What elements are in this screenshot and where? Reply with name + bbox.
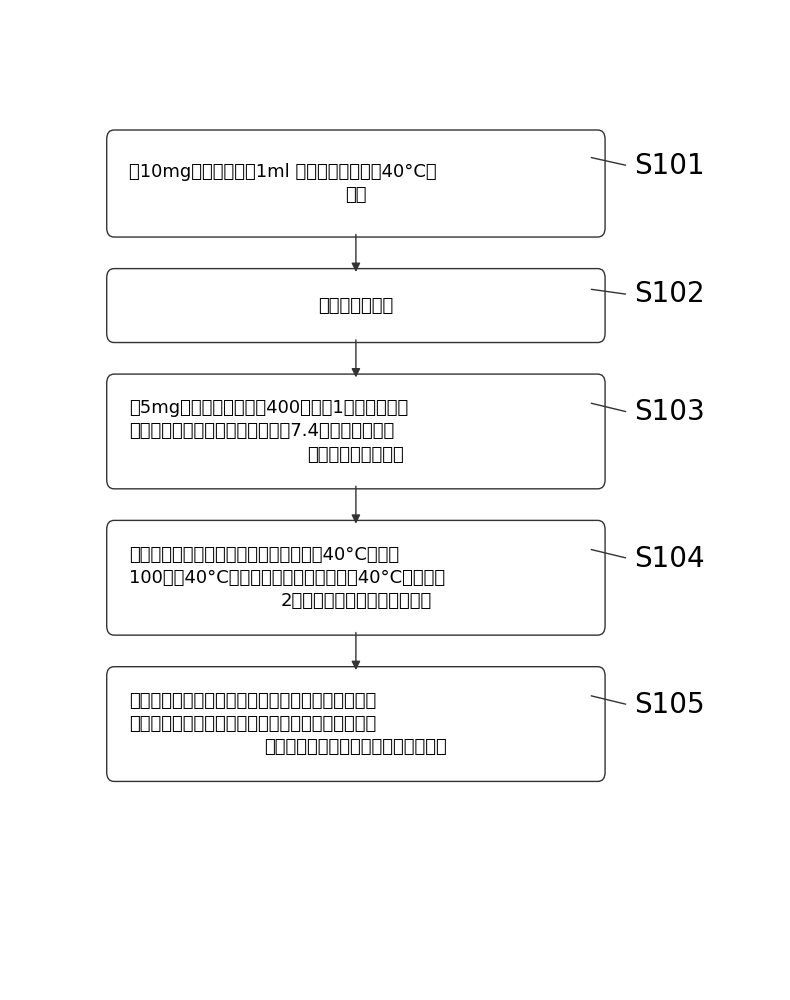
- Text: 应的替米沙坦，冻干后以制得双配体靶向协同调控肾: 应的替米沙坦，冻干后以制得双配体靶向协同调控肾: [130, 715, 377, 733]
- Text: S104: S104: [634, 545, 705, 573]
- FancyBboxPatch shape: [107, 520, 605, 635]
- FancyBboxPatch shape: [107, 130, 605, 237]
- Text: 素血管紧张素系统的共组装纳米药物。: 素血管紧张素系统的共组装纳米药物。: [265, 738, 447, 756]
- FancyBboxPatch shape: [107, 667, 605, 781]
- FancyBboxPatch shape: [107, 374, 605, 489]
- Text: S102: S102: [634, 280, 705, 308]
- Text: 最后通过高速离心去除所述共组装纳米水凝胶中未反: 最后通过高速离心去除所述共组装纳米水凝胶中未反: [130, 692, 377, 710]
- Text: 2小时得到共组装纳米水凝胶；: 2小时得到共组装纳米水凝胶；: [280, 592, 431, 610]
- Text: S103: S103: [634, 398, 705, 426]
- Text: 制备第一多肽；: 制备第一多肽；: [318, 297, 393, 315]
- Text: 取5mg所述第一多肽加入400微升的1倍磷酸盐缓冲: 取5mg所述第一多肽加入400微升的1倍磷酸盐缓冲: [130, 399, 408, 417]
- FancyBboxPatch shape: [107, 269, 605, 343]
- Text: S105: S105: [634, 691, 705, 719]
- Text: 将所述第一多肽溶液加热至沸腾后冷却至40°C，加入: 将所述第一多肽溶液加热至沸腾后冷却至40°C，加入: [130, 546, 400, 564]
- Text: 用；: 用；: [345, 186, 367, 204]
- Text: 100微升40°C替米沙坦溶液，混匀后置于40°C水中反应: 100微升40°C替米沙坦溶液，混匀后置于40°C水中反应: [130, 569, 446, 587]
- Text: 得到第一多肽溶液；: 得到第一多肽溶液；: [307, 446, 404, 464]
- Text: 液，用碳酸盐溶液调节其酸碱值至7.4，并超声溶解，: 液，用碳酸盐溶液调节其酸碱值至7.4，并超声溶解，: [130, 422, 395, 440]
- Text: S101: S101: [634, 152, 705, 180]
- Text: 取10mg替米沙坦溶于1ml 二甲基亚砜加热至40°C备: 取10mg替米沙坦溶于1ml 二甲基亚砜加热至40°C备: [130, 163, 437, 181]
